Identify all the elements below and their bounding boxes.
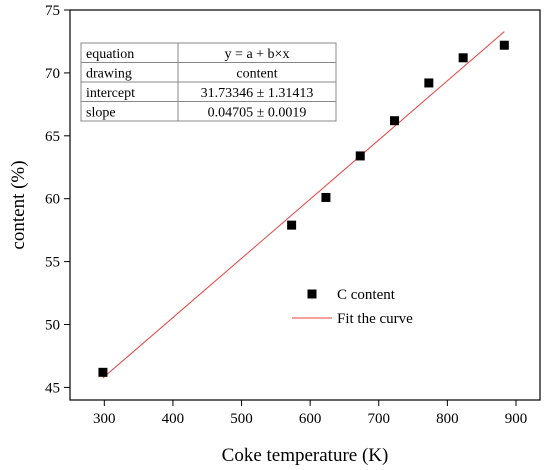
fit-table-value: content — [236, 67, 277, 82]
data-point — [499, 40, 509, 50]
x-tick-label: 900 — [505, 411, 528, 427]
y-tick-label: 45 — [45, 380, 60, 396]
y-axis-title: content (%) — [8, 160, 29, 249]
y-tick-label: 60 — [45, 192, 60, 208]
fit-table-label: slope — [86, 106, 116, 121]
data-point — [287, 220, 297, 230]
y-tick-label: 70 — [45, 66, 60, 82]
x-tick-label: 800 — [436, 411, 459, 427]
legend-label-c-content: C content — [337, 287, 396, 303]
x-axis-ticks: 300 400 500 600 700 800 900 — [93, 400, 527, 427]
fit-line — [102, 31, 505, 379]
y-tick-label: 65 — [45, 129, 60, 145]
x-axis-title: Coke temperature (K) — [222, 445, 389, 466]
data-point — [98, 367, 108, 377]
x-tick-label: 500 — [230, 411, 253, 427]
data-point — [424, 78, 434, 88]
fit-table-label: intercept — [86, 86, 135, 101]
fit-table-label: equation — [86, 47, 134, 62]
x-tick-label: 300 — [93, 411, 116, 427]
legend: C content Fit the curve — [292, 287, 413, 327]
legend-label-fit: Fit the curve — [337, 311, 413, 327]
fit-table-value: y = a + b×x — [225, 47, 290, 62]
plot-frame — [69, 9, 541, 401]
y-axis-ticks: 45 50 55 60 65 70 75 — [45, 3, 70, 396]
data-point — [355, 151, 365, 161]
fit-table-value: 0.04705 ± 0.0019 — [208, 106, 307, 121]
y-tick-label: 50 — [45, 318, 60, 334]
fit-parameter-table: equation y = a + b×x drawing content int… — [80, 42, 337, 122]
x-tick-label: 400 — [162, 411, 185, 427]
data-point — [390, 116, 400, 126]
x-tick-label: 700 — [368, 411, 391, 427]
y-tick-label: 55 — [45, 255, 60, 271]
data-points — [98, 40, 509, 377]
fit-table-label: drawing — [86, 67, 132, 82]
fit-table-value: 31.73346 ± 1.31413 — [201, 86, 314, 101]
data-point — [458, 53, 468, 63]
x-tick-label: 600 — [299, 411, 322, 427]
data-point — [321, 192, 331, 202]
legend-marker-c-content — [307, 289, 317, 299]
y-tick-label: 75 — [45, 3, 60, 19]
